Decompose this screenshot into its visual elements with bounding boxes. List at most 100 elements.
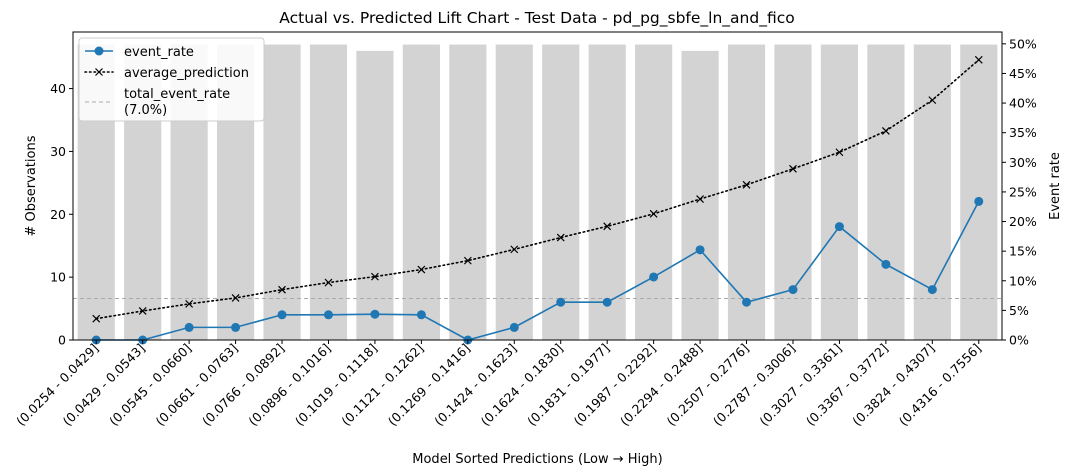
event-rate-marker [509,322,519,332]
x-tick-label: (0.0254 - 0.0429] [13,341,101,429]
average-prediction-marker [556,233,565,242]
average-prediction-marker [231,294,240,302]
average-prediction-marker [974,55,983,64]
event-rate-line [96,201,980,341]
x-tick-label: (0.1624 - 0.1830] [478,341,566,429]
observation-bar [542,44,580,340]
average-prediction-marker [881,126,890,135]
right-tick-label: 40% [1009,96,1037,111]
average-prediction-marker [696,195,704,203]
average-prediction-marker [835,148,844,157]
average-prediction-marker [371,272,379,281]
average-prediction-marker [742,180,751,189]
event-rate-marker [649,272,659,282]
right-tick-label: 0% [1009,333,1029,348]
legend-total-event-rate-value: (7.0%) [124,103,167,118]
average-prediction-line [95,59,980,320]
right-tick-label: 35% [1009,125,1037,140]
observation-bar [309,44,348,340]
observation-bar [635,44,673,340]
x-axis: (0.0254 - 0.0429](0.0429 - 0.0543](0.054… [13,340,984,429]
average-prediction-marker [603,222,612,231]
event-rate-marker [927,285,937,295]
event-rate-marker [184,322,194,332]
event-rate-marker [323,310,333,320]
x-tick-label: (0.1019 - 0.1118] [292,341,380,429]
left-tick-label: 10 [50,270,66,285]
observation-bar [449,44,487,340]
right-tick-label: 45% [1009,66,1037,81]
x-tick-label: (0.1424 - 0.1623] [431,341,519,429]
x-tick-label: (0.3824 - 0.4307] [849,341,937,429]
observation-bar [356,50,394,340]
event-rate-marker [602,297,612,307]
right-tick-label: 15% [1009,244,1037,259]
right-tick-label: 20% [1009,214,1037,229]
event-rate-marker [556,297,566,307]
legend-total-event-rate-label: total_event_rate [124,87,230,102]
observation-bar [727,44,766,340]
x-tick-label: (0.1121 - 0.1262] [338,341,426,429]
right-tick-label: 25% [1009,184,1037,199]
event-rate-marker [370,309,380,319]
x-axis-label: Model Sorted Predictions (Low → High) [412,452,662,467]
average-prediction-marker [510,245,519,254]
x-tick-label: (0.0661 - 0.0763] [153,341,241,429]
x-tick-label: (0.3367 - 0.3772] [803,341,891,429]
right-tick-label: 10% [1009,273,1037,288]
event-rate-marker [277,310,287,320]
event-rate-marker [231,322,241,332]
observation-bar [867,44,905,340]
average-prediction-marker [92,314,101,323]
left-tick-label: 0 [58,333,66,348]
legend-average-prediction-marker [95,68,103,76]
x-tick-label: (0.3027 - 0.3361] [756,341,844,429]
observation-bar [263,44,301,340]
observation-bar [820,44,859,340]
event-rate-marker [788,285,798,295]
event-rate-marker [974,196,984,206]
left-tick-label: 40 [50,81,66,96]
x-tick-label: (0.0545 - 0.0660] [106,341,194,429]
event-rate-marker [834,222,844,232]
average-prediction-marker [928,96,937,105]
legend-box [78,37,265,122]
left-tick-label: 20 [50,207,66,222]
right-tick-label: 5% [1009,303,1029,318]
x-tick-label: (0.2294 - 0.2488] [617,341,705,429]
right-tick-label: 50% [1009,36,1037,51]
x-tick-label: (0.0766 - 0.0892] [199,341,287,429]
observation-bar [402,44,440,340]
average-prediction-marker [463,256,472,265]
left-tick-label: 30 [50,144,66,159]
event-rate-marker [416,310,426,320]
average-prediction-marker [324,278,333,287]
average-prediction-marker [649,209,658,218]
observation-bar [588,44,626,340]
average-prediction-marker [278,285,286,294]
x-tick-label: (0.1987 - 0.2292] [571,341,659,429]
right-tick-label: 30% [1009,155,1037,170]
x-tick-label: (0.1831 - 0.1977] [524,341,612,429]
event-rate-marker [695,245,705,255]
x-tick-label: (0.1269 - 0.1416] [385,341,473,429]
left-axis: 0 10 20 30 40 [50,81,73,348]
x-tick-label: (0.4316 - 0.7556] [896,341,984,429]
legend-event-rate-label: event_rate [124,45,194,60]
x-tick-label: (0.0896 - 0.1016] [245,341,333,429]
legend: event_rate average_prediction total_event_… [78,37,265,122]
event-rate-marker [881,259,891,269]
x-tick-label: (0.0429 - 0.0543] [60,341,148,429]
x-tick-label: (0.2507 - 0.2776] [663,341,751,429]
observation-bar [495,44,533,340]
lines-layer [91,55,984,345]
event-rate-marker [742,297,752,307]
legend-average-prediction-label: average_prediction [124,66,249,81]
x-tick-label: (0.2787 - 0.3006] [710,341,798,429]
plot-frame [72,31,1003,341]
average-prediction-marker [789,164,797,173]
average-prediction-marker [417,265,426,274]
legend-event-rate-marker [94,46,104,56]
chart-title: Actual vs. Predicted Lift Chart - Test D… [279,9,794,28]
